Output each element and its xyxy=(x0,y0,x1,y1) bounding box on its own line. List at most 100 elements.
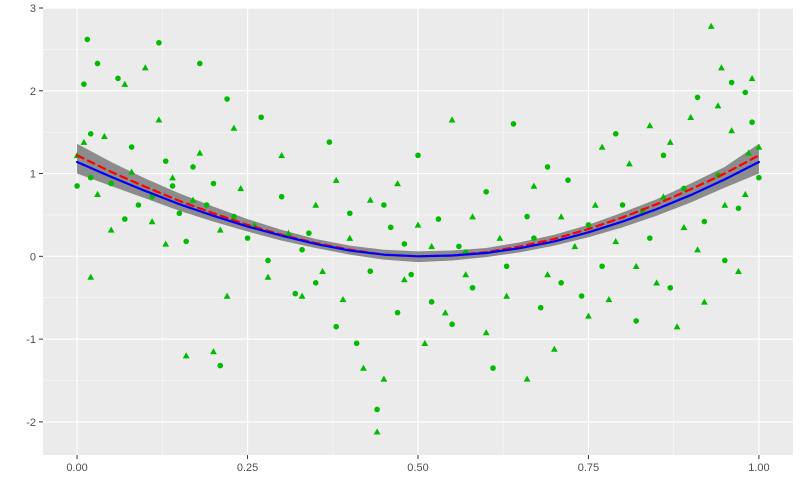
data-point-circle xyxy=(292,290,299,297)
data-point-circle xyxy=(387,224,394,231)
data-point-triangle xyxy=(646,122,654,129)
data-point-circle xyxy=(415,152,421,159)
data-point-circle xyxy=(544,164,551,170)
data-point-triangle xyxy=(745,149,753,156)
y-tick-label: 3 xyxy=(30,3,36,15)
data-point-circle xyxy=(190,164,196,170)
data-point-circle xyxy=(537,304,544,311)
data-point-triangle xyxy=(591,201,599,208)
data-point-triangle xyxy=(503,292,511,299)
data-point-triangle xyxy=(707,22,715,29)
data-point-triangle xyxy=(428,243,436,250)
x-axis: 0.00 0.25 0.50 0.75 1.00 xyxy=(66,455,770,474)
data-point-triangle xyxy=(755,143,763,150)
data-point-circle xyxy=(156,39,162,46)
data-point-triangle xyxy=(462,271,470,278)
data-point-triangle xyxy=(469,213,476,220)
data-point-circle xyxy=(681,185,687,192)
y-tick-label: -1 xyxy=(26,334,36,346)
x-tick-label: 1.00 xyxy=(748,462,769,474)
data-point-triangle xyxy=(612,238,620,245)
data-point-circle xyxy=(231,213,237,220)
data-point-triangle xyxy=(741,190,749,197)
x-tick-label: 0.25 xyxy=(237,462,258,474)
data-point-triangle xyxy=(441,309,449,316)
data-point-circle xyxy=(122,216,128,222)
data-point-circle xyxy=(169,183,176,189)
data-point-circle xyxy=(394,309,401,316)
fit-lines-layer xyxy=(75,154,761,258)
data-point-triangle xyxy=(557,213,565,220)
data-point-triangle xyxy=(523,375,531,382)
data-point-triangle xyxy=(189,196,197,203)
data-point-triangle xyxy=(107,226,115,233)
data-point-triangle xyxy=(400,276,408,283)
data-point-circle xyxy=(244,235,251,241)
data-point-circle xyxy=(367,268,374,275)
data-point-circle xyxy=(401,241,408,247)
data-point-triangle xyxy=(237,185,245,192)
data-point-triangle xyxy=(632,262,640,269)
data-point-triangle xyxy=(196,149,204,156)
data-point-circle xyxy=(558,280,564,286)
data-point-triangle xyxy=(250,221,258,228)
data-point-circle xyxy=(128,144,135,150)
data-point-circle xyxy=(94,60,101,67)
data-point-circle xyxy=(326,139,333,145)
data-point-circle xyxy=(265,257,271,264)
data-point-triangle xyxy=(550,345,558,352)
data-point-triangle xyxy=(598,143,606,150)
data-point-triangle xyxy=(366,196,374,203)
data-point-triangle xyxy=(360,364,367,371)
data-point-triangle xyxy=(700,298,708,305)
data-points-layer xyxy=(73,22,763,435)
data-point-circle xyxy=(728,79,735,86)
data-point-triangle xyxy=(748,74,756,82)
data-point-circle xyxy=(510,121,517,127)
data-point-circle xyxy=(197,60,203,67)
data-point-triangle xyxy=(182,352,190,359)
data-point-triangle xyxy=(94,190,101,197)
data-point-circle xyxy=(299,246,305,253)
data-point-circle xyxy=(428,299,435,305)
data-point-triangle xyxy=(530,182,538,189)
data-point-circle xyxy=(87,131,94,137)
data-point-triangle xyxy=(380,375,388,382)
data-point-circle xyxy=(619,202,626,208)
data-point-triangle xyxy=(373,428,381,435)
data-point-circle xyxy=(74,183,80,189)
data-point-triangle xyxy=(285,229,292,236)
data-point-circle xyxy=(347,210,353,217)
data-point-circle xyxy=(469,284,476,291)
data-point-circle xyxy=(108,180,114,187)
data-point-circle xyxy=(749,119,755,126)
data-point-circle xyxy=(203,202,210,208)
data-point-triangle xyxy=(264,273,272,280)
data-point-triangle xyxy=(169,174,176,181)
data-point-triangle xyxy=(346,234,354,241)
data-point-circle xyxy=(353,340,360,347)
data-point-circle xyxy=(647,235,653,241)
data-point-circle xyxy=(333,323,339,330)
data-point-triangle xyxy=(332,176,340,183)
data-point-triangle xyxy=(148,218,156,225)
data-point-triangle xyxy=(230,124,238,131)
data-point-triangle xyxy=(121,80,129,87)
data-point-triangle xyxy=(448,116,456,123)
data-point-circle xyxy=(312,280,319,286)
data-point-circle xyxy=(660,152,667,159)
data-point-circle xyxy=(531,235,537,241)
data-point-circle xyxy=(490,365,496,371)
data-point-triangle xyxy=(216,226,224,233)
data-point-circle xyxy=(381,202,387,208)
data-point-circle xyxy=(503,263,510,270)
y-axis: -2 -1 0 1 2 3 xyxy=(26,3,43,429)
data-point-triangle xyxy=(660,193,667,200)
data-point-triangle xyxy=(544,271,551,278)
y-tick-label: -2 xyxy=(26,417,36,429)
data-point-circle xyxy=(149,193,155,200)
data-point-triangle xyxy=(394,180,401,187)
data-point-circle xyxy=(258,114,264,121)
data-point-triangle xyxy=(728,127,736,134)
data-point-circle xyxy=(183,238,189,245)
